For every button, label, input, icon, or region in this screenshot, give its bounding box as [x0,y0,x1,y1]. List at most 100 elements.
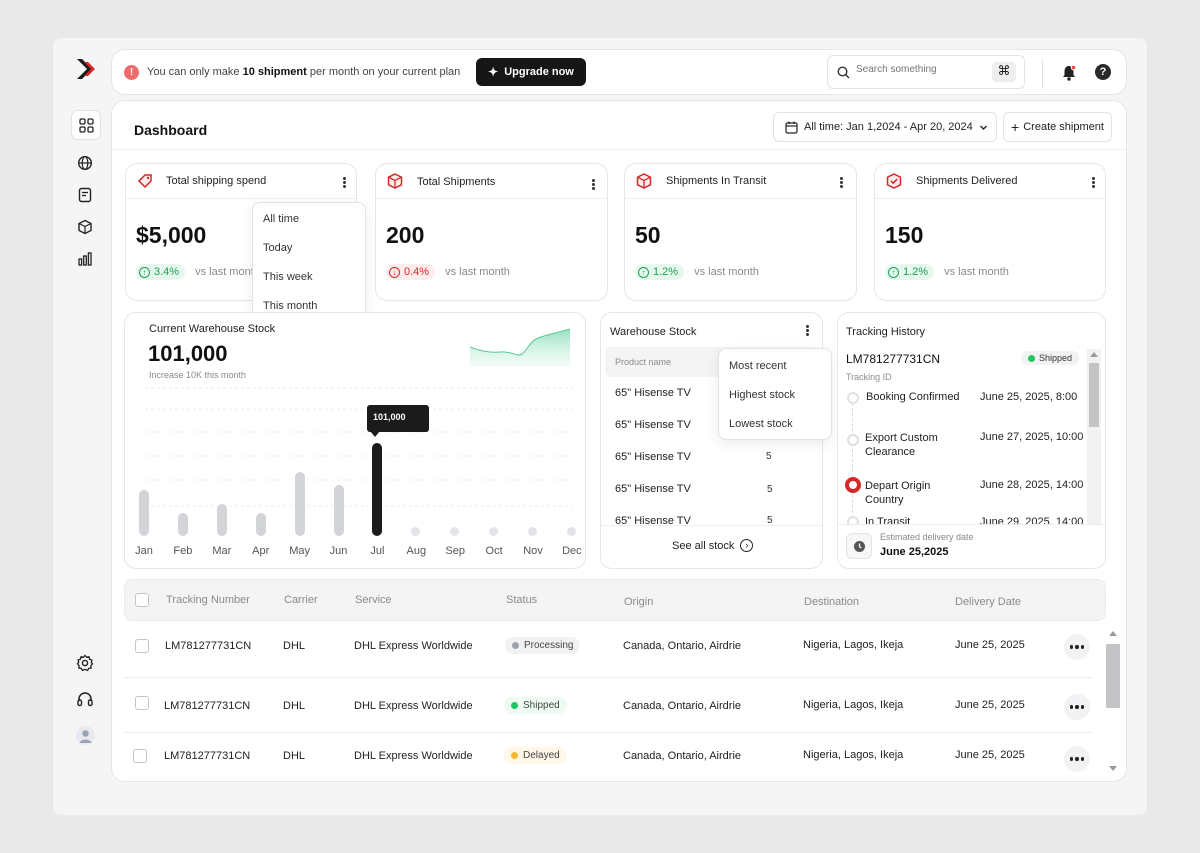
search-box[interactable]: ⌘ [827,55,1025,89]
sidebar-item-analytics[interactable] [77,251,95,269]
cell-carrier: DHL [283,700,306,712]
row-checkbox[interactable] [135,696,149,710]
chart-bar-nov[interactable] [528,527,537,536]
search-icon [837,66,850,79]
sidebar-item-dashboard[interactable] [71,110,101,140]
chart-bar-oct[interactable] [489,527,499,536]
menu-item-today[interactable]: Today [263,242,293,254]
chevron-down-icon [979,125,987,130]
help-icon[interactable]: ? [1095,64,1111,80]
cell-service: DHL Express Worldwide [354,640,473,652]
create-shipment-button[interactable]: + Create shipment [1003,112,1112,142]
menu-item-all-time[interactable]: All time [263,213,300,225]
chart-month-label: May [289,545,310,557]
plan-banner-highlight: 10 shipment [242,66,307,78]
menu-item-most-recent[interactable]: Most recent [729,360,787,372]
sidebar-item-tracking[interactable] [77,155,95,173]
column-carrier[interactable]: Carrier [284,594,318,606]
app-frame: ! You can only make 10 shipment per mont… [53,38,1147,815]
column-origin[interactable]: Origin [624,596,654,608]
row-checkbox[interactable] [133,749,147,763]
stock-row-qty: 5 [767,484,773,495]
stat-footer: ↑ 1.2% vs last month [635,264,759,280]
scroll-down-icon[interactable] [1109,766,1117,771]
scroll-up-icon[interactable] [1109,631,1117,636]
user-avatar-icon[interactable] [76,726,95,745]
timeline-event-label: Booking Confirmed [866,391,960,403]
chart-bar-jan[interactable] [139,490,149,536]
search-input[interactable] [856,64,981,75]
menu-item-highest-stock[interactable]: Highest stock [729,389,796,401]
chart-bar-apr[interactable] [255,513,266,536]
stock-row-qty: 5 [767,515,773,526]
warehouse-stock-menu-button[interactable] [805,324,809,338]
table-row[interactable]: LM781277731CN DHL DHL Express Worldwide … [124,679,1092,733]
row-actions-button[interactable] [1064,634,1090,660]
see-all-stock-link[interactable]: See all stock › [672,539,754,552]
stock-list-divider [601,525,822,526]
chart-bar-dec[interactable] [566,527,576,536]
sidebar-item-shipments[interactable] [77,219,95,237]
sidebar-item-invoices[interactable] [77,187,95,205]
stat-menu-button[interactable] [1091,176,1095,190]
date-range-picker[interactable]: All time: Jan 1,2024 - Apr 20, 2024 [773,112,997,142]
arrow-right-circle-icon: › [740,539,754,552]
table-row[interactable]: LM781277731CN DHL DHL Express Worldwide … [124,734,1092,778]
stat-divider [875,198,1105,199]
column-destination[interactable]: Destination [804,596,860,608]
chart-month-label: Apr [252,545,270,557]
column-service[interactable]: Service [355,594,392,606]
calendar-icon [785,121,798,134]
plan-banner: You can only make 10 shipment per month … [147,66,460,78]
menu-item-this-week[interactable]: This week [263,271,313,283]
stat-change-badge: ↑ 3.4% [136,264,186,280]
column-product-name: Product name [615,357,672,367]
stat-menu-button[interactable] [342,176,346,190]
column-tracking-number[interactable]: Tracking Number [166,594,250,606]
column-status[interactable]: Status [506,594,538,606]
chart-bar-mar[interactable] [216,504,227,536]
scrollbar-thumb[interactable] [1089,363,1099,427]
chart-bar-feb[interactable] [177,513,188,536]
status-badge: Shipped [504,697,567,714]
chart-subtitle: Increase 10K this month [149,370,247,380]
column-delivery-date[interactable]: Delivery Date [955,596,1022,608]
row-actions-button[interactable] [1064,746,1090,772]
stat-value: 200 [386,222,425,248]
row-actions-button[interactable] [1064,694,1090,720]
timeline-dot [847,434,859,446]
table-scrollbar[interactable] [1105,628,1121,773]
stat-menu-button[interactable] [839,176,843,190]
status-label: Processing [524,640,574,651]
sidebar-item-support[interactable] [76,690,94,708]
cell-tracking-number: LM781277731CN [165,640,252,652]
select-all-checkbox[interactable] [135,593,149,607]
chart-bar-may[interactable] [294,472,305,536]
timeline-event-date: June 25, 2025, 8:00 [980,391,1078,403]
stat-card-total-shipments: Total Shipments 200 ↓ 0.4% vs last month [375,163,608,301]
scrollbar-thumb[interactable] [1106,644,1120,708]
cell-tracking-number: LM781277731CN [164,750,251,762]
stat-footer: ↓ 0.4% vs last month [386,264,510,280]
chart-bar-jul[interactable] [372,443,383,536]
upgrade-button[interactable]: ✦ Upgrade now [476,58,586,86]
chart-bar-jun[interactable] [333,485,344,536]
menu-item-lowest-stock[interactable]: Lowest stock [729,418,793,430]
tracking-scrollbar[interactable] [1087,349,1101,527]
row-checkbox[interactable] [135,639,149,653]
timeline-event-label: Export Custom Clearance [865,432,938,458]
stat-change-badge: ↑ 1.2% [885,264,935,280]
brand-logo[interactable] [75,58,97,80]
arrow-up-icon: ↑ [888,266,899,278]
stat-menu-button[interactable] [591,178,595,192]
chart-bar-sep[interactable] [450,527,460,536]
table-row[interactable]: LM781277731CN DHL DHL Express Worldwide … [124,622,1092,678]
bell-icon[interactable] [1060,64,1078,82]
chart-bar-aug[interactable] [411,527,421,536]
tracking-status: Shipped [1039,353,1073,363]
scroll-up-icon[interactable] [1090,352,1098,357]
status-label: Shipped [523,700,560,711]
menu-item-this-month[interactable]: This month [263,300,318,312]
cell-destination: Nigeria, Lagos, Ikeja [803,749,904,761]
sidebar-item-settings[interactable] [76,654,94,672]
